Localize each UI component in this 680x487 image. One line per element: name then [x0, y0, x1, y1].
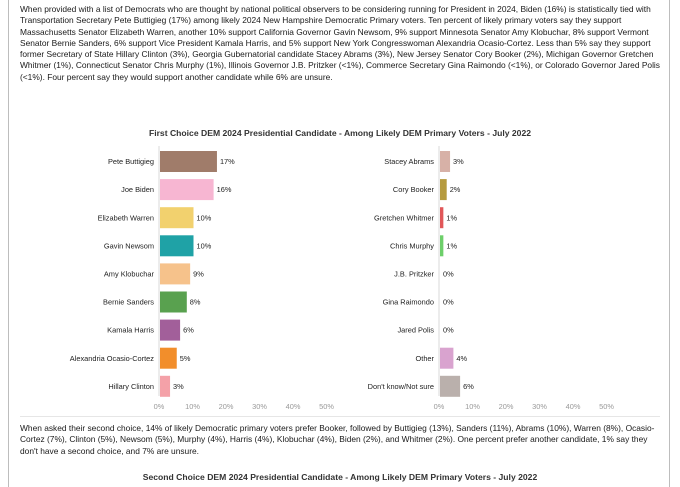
right-tick-label: 10% — [465, 402, 480, 411]
right-bar — [440, 207, 444, 229]
left-category-label: Bernie Sanders — [103, 298, 154, 307]
right-bar — [440, 347, 454, 369]
right-tick-label: 30% — [532, 402, 547, 411]
second-choice-paragraph: When asked their second choice, 14% of l… — [20, 423, 655, 456]
right-bar — [440, 235, 444, 257]
left-category-label: Amy Klobuchar — [104, 270, 155, 279]
left-data-label: 10% — [197, 213, 212, 222]
left-category-label: Kamala Harris — [107, 326, 154, 335]
page-right-edge — [669, 0, 670, 487]
left-tick-label: 30% — [252, 402, 267, 411]
right-category-label: Chris Murphy — [390, 241, 434, 250]
left-bar — [160, 179, 214, 201]
left-data-label: 17% — [220, 157, 235, 166]
right-data-label: 2% — [450, 185, 461, 194]
bar-chart-svg: Pete Buttigieg 17% Joe Biden 16% Elizabeth W… — [70, 146, 614, 411]
left-tick-label: 0% — [154, 402, 165, 411]
left-category-label: Elizabeth Warren — [98, 213, 154, 222]
left-bar — [160, 235, 194, 257]
left-category-label: Alexandria Ocasio-Cortez — [70, 354, 155, 363]
left-tick-label: 40% — [286, 402, 301, 411]
left-data-label: 5% — [180, 354, 191, 363]
right-tick-label: 50% — [599, 402, 614, 411]
right-bar — [440, 375, 461, 397]
right-category-label: Stacey Abrams — [384, 157, 434, 166]
right-category-label: Gina Raimondo — [383, 298, 434, 307]
left-category-label: Gavin Newsom — [104, 241, 154, 250]
intro-paragraph: When provided with a list of Democrats w… — [20, 4, 660, 82]
left-data-label: 16% — [217, 185, 232, 194]
left-category-label: Pete Buttigieg — [108, 157, 154, 166]
right-data-label: 0% — [443, 270, 454, 279]
right-tick-label: 0% — [434, 402, 445, 411]
right-data-label: 1% — [446, 213, 457, 222]
right-tick-label: 40% — [566, 402, 581, 411]
left-data-label: 3% — [173, 382, 184, 391]
right-data-label: 6% — [463, 382, 474, 391]
right-category-label: Other — [416, 354, 435, 363]
right-category-label: Gretchen Whitmer — [374, 213, 435, 222]
right-data-label: 0% — [443, 298, 454, 307]
chart-title: First Choice DEM 2024 Presidential Candi… — [148, 128, 532, 138]
right-category-label: J.B. Pritzker — [394, 270, 434, 279]
left-bar — [160, 263, 191, 285]
right-data-label: 0% — [443, 326, 454, 335]
left-data-label: 6% — [183, 326, 194, 335]
left-category-label: Hillary Clinton — [108, 382, 154, 391]
left-bar — [160, 291, 187, 313]
left-bar — [160, 319, 181, 341]
left-category-label: Joe Biden — [121, 185, 154, 194]
first-choice-chart: Pete Buttigieg 17% Joe Biden 16% Elizabeth W… — [20, 144, 660, 417]
right-category-label: Jared Polis — [397, 326, 434, 335]
left-tick-label: 20% — [219, 402, 234, 411]
page-left-edge — [8, 0, 9, 487]
right-data-label: 4% — [456, 354, 467, 363]
left-bar — [160, 375, 171, 397]
right-data-label: 1% — [446, 241, 457, 250]
left-data-label: 10% — [197, 241, 212, 250]
left-tick-label: 50% — [319, 402, 334, 411]
right-bar — [440, 151, 451, 172]
left-bar — [160, 347, 177, 369]
right-data-label: 3% — [453, 157, 464, 166]
left-tick-label: 10% — [185, 402, 200, 411]
second-chart-title: Second Choice DEM 2024 Presidential Cand… — [142, 472, 538, 482]
right-bar — [440, 179, 447, 201]
right-category-label: Don't know/Not sure — [368, 382, 434, 391]
right-tick-label: 20% — [499, 402, 514, 411]
left-data-label: 8% — [190, 298, 201, 307]
right-category-label: Cory Booker — [393, 185, 435, 194]
left-bar — [160, 207, 194, 229]
left-bar — [160, 151, 217, 172]
left-data-label: 9% — [193, 270, 204, 279]
